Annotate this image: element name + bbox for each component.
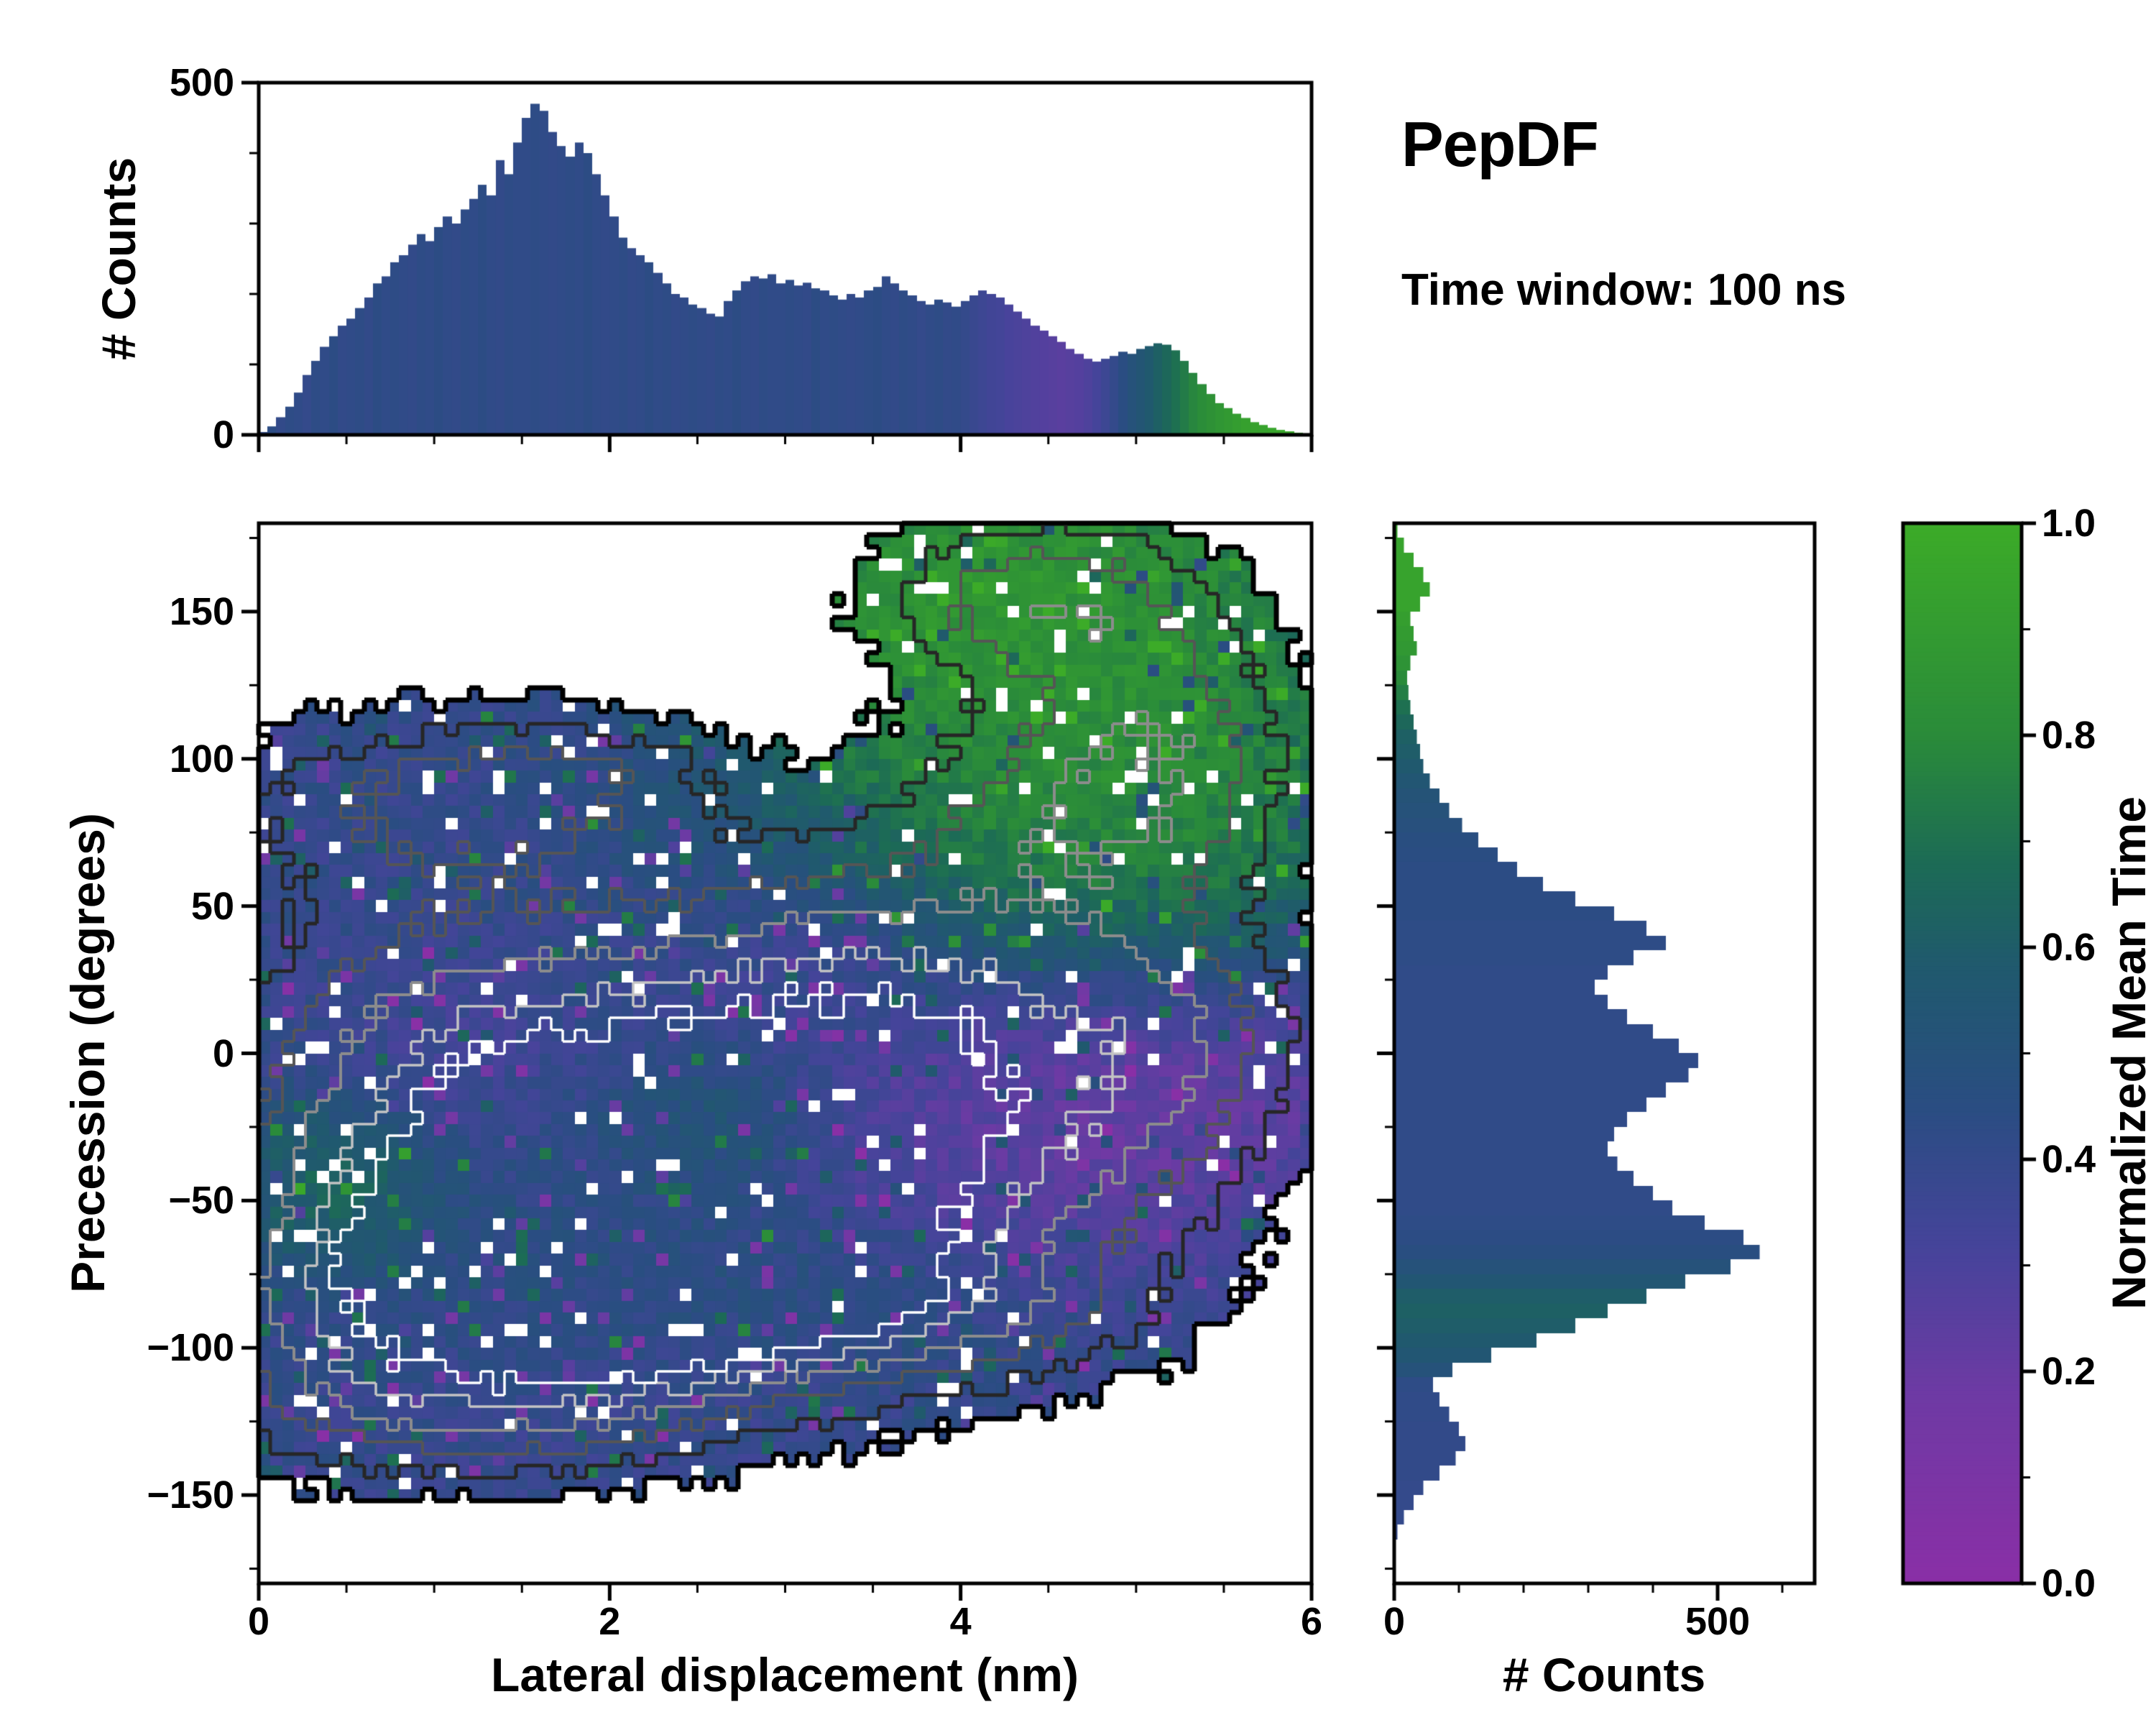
main-y-tick-label: −50: [168, 1179, 234, 1223]
main-y-tick-label: 0: [212, 1031, 234, 1075]
top-hist-y-tick-label: 0: [212, 413, 234, 456]
right-hist-x-tick-label: 0: [1383, 1600, 1406, 1643]
main-x-tick-label: 6: [1300, 1600, 1323, 1643]
main-y-tick-label: 50: [190, 884, 234, 928]
right-hist-x-axis-label: # Counts: [1502, 1648, 1706, 1701]
main-y-tick-label: −100: [147, 1326, 234, 1370]
colorbar-tick-label: 1.0: [2042, 502, 2096, 545]
main-y-tick-label: 100: [169, 737, 234, 781]
main-x-tick-label: 4: [949, 1600, 972, 1643]
colorbar-label: Normalized Mean Time: [2102, 796, 2155, 1310]
plot-subtitle: Time window: 100 ns: [1401, 265, 1847, 315]
top-histogram-canvas: [237, 61, 1333, 456]
main-y-tick-label: 150: [169, 589, 234, 633]
colorbar-tick-label: 0.2: [2042, 1350, 2096, 1393]
colorbar-tick-label: 0.4: [2042, 1138, 2096, 1181]
main-x-tick-label: 2: [599, 1600, 621, 1643]
main-y-tick-label: −150: [147, 1473, 234, 1517]
right-hist-x-tick-label: 500: [1685, 1600, 1751, 1643]
colorbar-tick-label: 0.8: [2042, 714, 2096, 757]
colorbar-tick-label: 0.6: [2042, 926, 2096, 969]
main-x-tick-label: 0: [247, 1600, 270, 1643]
main-heatmap-canvas: [237, 502, 1333, 1605]
right-histogram-canvas: [1373, 502, 1836, 1605]
top-hist-y-axis-label: # Counts: [92, 157, 145, 361]
colorbar-canvas: [1881, 502, 2043, 1605]
main-y-axis-label: Precession (degrees): [61, 813, 114, 1293]
colorbar-tick-label: 0.0: [2042, 1562, 2096, 1605]
main-x-axis-label: Lateral displacement (nm): [491, 1648, 1079, 1701]
top-hist-y-tick-label: 500: [169, 61, 234, 104]
plot-title: PepDF: [1401, 109, 1599, 180]
